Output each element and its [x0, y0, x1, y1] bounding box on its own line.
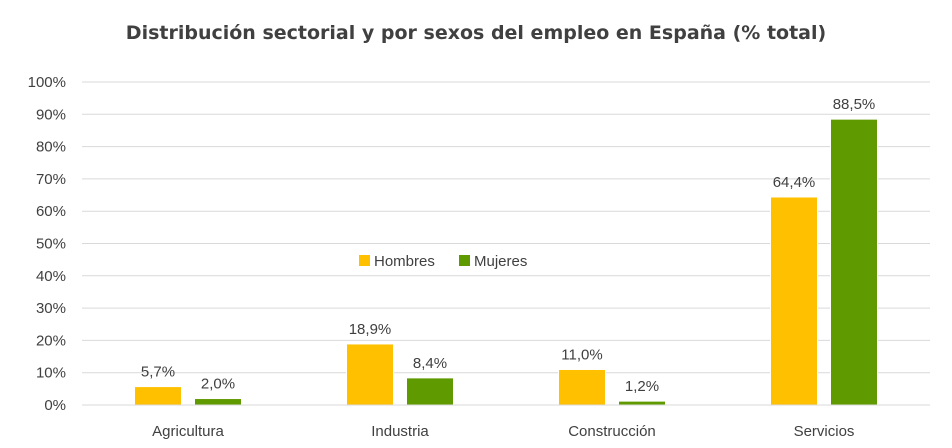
- data-label: 64,4%: [773, 174, 816, 191]
- data-label: 8,4%: [413, 355, 447, 372]
- x-category-label: Servicios: [794, 423, 855, 440]
- y-tick-label: 30%: [36, 300, 66, 317]
- bar-mujeres-2: [618, 400, 666, 406]
- y-tick-label: 50%: [36, 236, 66, 253]
- y-tick-label: 100%: [28, 74, 66, 91]
- x-category-label: Industria: [371, 423, 429, 440]
- y-axis-ticks: 0% 10% 20% 30% 40% 50% 60% 70% 80% 90% 100%: [28, 74, 66, 414]
- bar-hombres-1: [346, 343, 394, 406]
- x-category-label: Construcción: [568, 423, 656, 440]
- data-label: 18,9%: [349, 321, 392, 338]
- y-tick-label: 40%: [36, 268, 66, 285]
- y-tick-label: 10%: [36, 365, 66, 382]
- bar-hombres-2: [558, 368, 606, 406]
- data-label: 5,7%: [141, 364, 175, 381]
- bar-mujeres-3: [830, 118, 878, 406]
- y-tick-label: 20%: [36, 332, 66, 349]
- gridlines: [82, 81, 930, 374]
- legend-swatch-hombres: [359, 255, 370, 266]
- bar-hombres-0: [134, 386, 182, 406]
- data-label: 11,0%: [561, 346, 602, 363]
- bar-mujeres-1: [406, 377, 454, 406]
- data-label: 88,5%: [833, 96, 876, 113]
- legend-label-hombres: Hombres: [374, 253, 435, 270]
- legend: Hombres Mujeres: [359, 253, 527, 270]
- y-tick-label: 90%: [36, 106, 66, 123]
- data-label: 1,2%: [625, 378, 659, 395]
- bar-mujeres-0: [194, 398, 242, 406]
- data-labels: 5,7% 2,0% 18,9% 8,4% 11,0% 1,2% 64,4% 88,5%: [141, 96, 875, 395]
- bar-hombres-3: [770, 196, 818, 406]
- x-category-label: Agricultura: [152, 423, 224, 440]
- x-axis-categories: Agricultura Industria Construcción Servicio…: [152, 423, 854, 440]
- y-tick-label: 0%: [44, 397, 66, 414]
- y-tick-label: 60%: [36, 203, 66, 220]
- legend-swatch-mujeres: [459, 255, 470, 266]
- chart-title: Distribución sectorial y por sexos del e…: [126, 22, 826, 44]
- data-label: 2,0%: [201, 376, 235, 393]
- legend-label-mujeres: Mujeres: [474, 253, 527, 270]
- y-tick-label: 70%: [36, 171, 66, 188]
- y-tick-label: 80%: [36, 139, 66, 156]
